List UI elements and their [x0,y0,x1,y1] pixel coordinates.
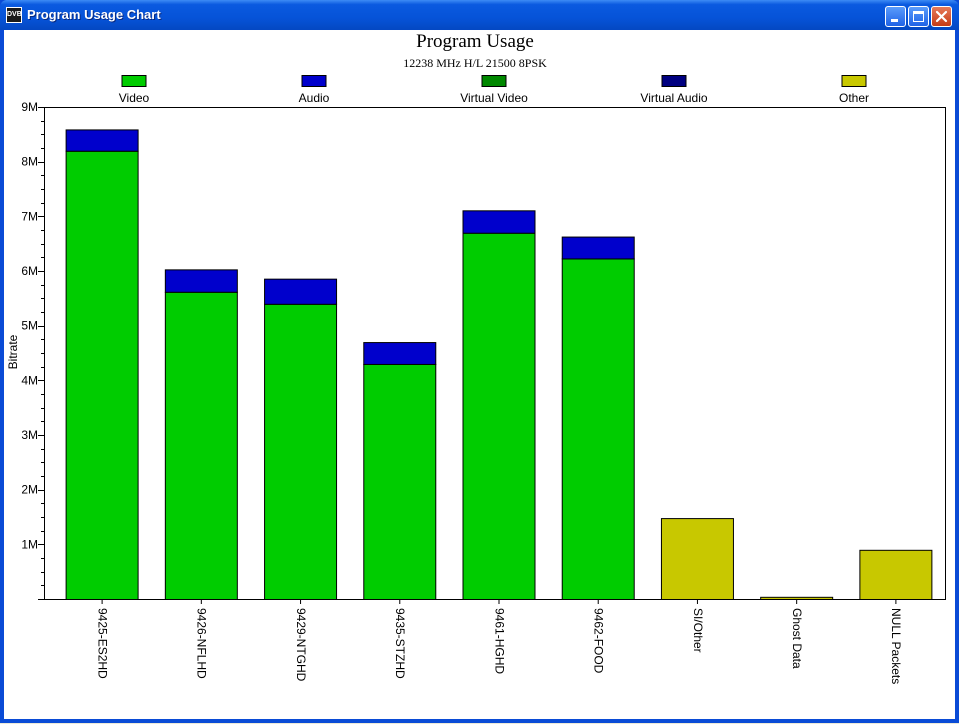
bar-other [859,549,933,600]
bar-video [264,303,338,600]
y-tick-label: 9M [21,100,38,114]
bar-audio [561,236,635,260]
maximize-button[interactable] [908,6,929,27]
legend-swatch-0 [121,75,147,87]
x-tick-label: SI/Other [691,608,705,653]
x-tick-label: 9429-NTGHD [294,608,308,682]
y-tick-label: 7M [21,209,38,223]
y-tick-label: 3M [21,428,38,442]
bar-audio [264,278,338,305]
legend-label-0: Video [119,91,150,105]
legend-swatch-2 [481,75,507,87]
y-axis-label: Bitrate [6,334,20,369]
bar-audio [462,210,536,234]
chart-area: Program Usage 12238 MHz H/L 21500 8PSK V… [4,30,955,719]
legend-swatch-3 [661,75,687,87]
chart-legend: Video Audio Virtual Video Virtual Audio Othe… [119,75,869,105]
bar-other [660,518,734,600]
bar-video [561,258,635,600]
y-tick-label: 5M [21,319,38,333]
minimize-button[interactable] [885,6,906,27]
y-axis: 1M 2M 3M 4M 5M 6M 7M 8M 9M [21,100,44,600]
chart-title: Program Usage [416,31,534,52]
bar-audio [363,342,437,365]
legend-swatch-4 [841,75,867,87]
y-tick-label: 2M [21,483,38,497]
y-tick-label: 4M [21,373,38,387]
dvb-app-icon: DVB [6,7,22,23]
close-button[interactable] [931,6,952,27]
maximize-icon [913,11,924,22]
y-tick-label: 6M [21,264,38,278]
bar-video [65,150,139,600]
legend-label-3: Virtual Audio [640,91,707,105]
x-tick-label: Ghost Data [790,608,804,669]
bar-video [363,363,437,600]
bars [65,129,933,601]
bar-video [164,291,238,600]
y-tick-label: 1M [21,537,38,551]
legend-swatch-1 [301,75,327,87]
minimize-icon [891,19,898,22]
bar-audio [65,129,139,152]
program-usage-chart: Program Usage 12238 MHz H/L 21500 8PSK V… [6,31,946,684]
bar-audio [164,269,238,293]
title-bar[interactable]: DVB Program Usage Chart [0,0,959,30]
legend-label-2: Virtual Video [460,91,528,105]
close-icon [935,10,948,23]
x-axis: 9425-ES2HD 9426-NFLHD 9429-NTGHD 9435-STZHD… [95,599,903,684]
bar-video [462,232,536,600]
y-tick-label: 8M [21,155,38,169]
x-tick-label: 9462-FOOD [592,608,606,674]
chart-subtitle: 12238 MHz H/L 21500 8PSK [403,56,547,70]
window-bottom-border [0,719,959,723]
x-tick-label: 9425-ES2HD [95,608,109,679]
x-tick-label: 9435-STZHD [393,608,407,679]
legend-label-1: Audio [299,91,330,105]
x-tick-label: 9461-HGHD [492,608,506,674]
x-tick-label: 9426-NFLHD [195,608,209,679]
legend-label-4: Other [839,91,869,105]
window-title: Program Usage Chart [27,7,161,22]
x-tick-label: NULL Packets [889,608,903,684]
